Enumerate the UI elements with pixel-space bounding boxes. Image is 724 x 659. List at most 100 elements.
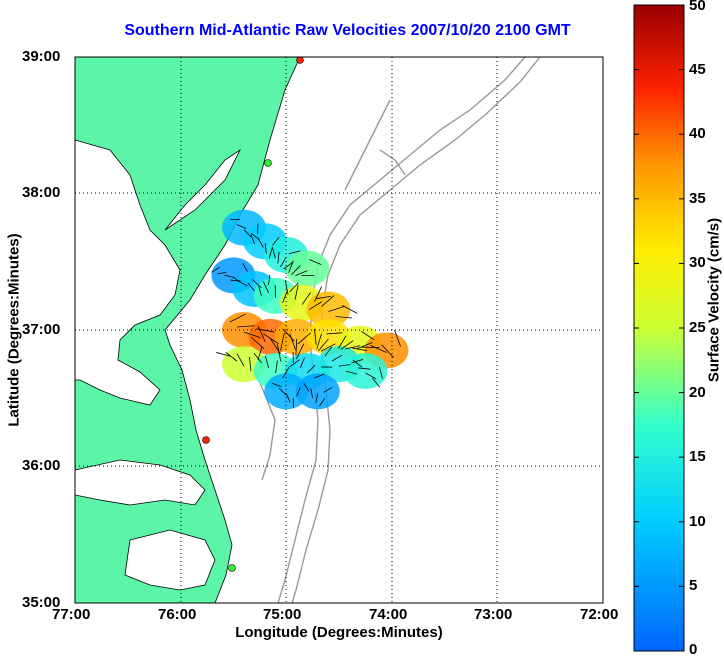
velocity-arrow [257, 346, 263, 361]
y-tick-label: 36:00 [22, 457, 61, 474]
x-tick-label: 76:00 [158, 606, 197, 623]
velocity-arrow [278, 388, 287, 396]
velocity-arrow [275, 360, 278, 374]
velocity-arrow [282, 328, 295, 342]
velocity-arrow [379, 366, 383, 379]
chart-title: Southern Mid-Atlantic Raw Velocities 200… [124, 22, 571, 39]
y-tick-label: 39:00 [22, 48, 61, 65]
velocity-arrow [326, 332, 343, 335]
colorbar-ticks [634, 4, 684, 652]
velocity-arrow [258, 286, 262, 297]
x-axis-label: Longitude (Degrees:Minutes) [235, 624, 443, 641]
velocity-arrow [315, 295, 331, 300]
velocity-arrow [295, 338, 298, 356]
colorbar [633, 4, 685, 652]
velocity-arrow [243, 331, 261, 339]
velocity-cell [306, 291, 351, 328]
velocity-arrow [321, 343, 336, 352]
velocity-arrow [310, 388, 313, 398]
velocity-arrow [236, 325, 255, 328]
velocity-arrow [236, 224, 247, 229]
velocity-arrow [268, 274, 271, 286]
velocity-arrow [238, 280, 248, 287]
velocity-arrow [301, 292, 311, 305]
axes-frame [74, 56, 604, 604]
velocity-arrow [345, 345, 361, 350]
velocity-arrow [250, 234, 255, 245]
velocity-arrow [243, 229, 252, 238]
velocity-arrow [288, 260, 294, 273]
grid-lines [75, 57, 603, 603]
velocity-arrow [338, 335, 347, 349]
velocity-arrow [328, 305, 345, 312]
velocity-arrow [361, 331, 375, 340]
velocity-arrow [229, 313, 246, 323]
velocity-arrow [272, 237, 280, 246]
station-marker [202, 436, 210, 444]
velocity-arrow [323, 387, 333, 393]
velocity-arrow [351, 359, 363, 364]
velocity-arrow [282, 367, 290, 379]
colorbar-tick-label: 25 [689, 319, 706, 336]
velocity-arrow [297, 332, 312, 345]
station-marker [228, 564, 236, 572]
velocity-arrow [224, 274, 234, 278]
x-tick-label: 73:00 [474, 606, 513, 623]
velocity-arrow [283, 261, 294, 270]
velocity-arrow [299, 357, 305, 369]
velocity-arrow [288, 250, 301, 255]
velocity-arrow [352, 359, 363, 368]
velocity-arrow [249, 356, 252, 372]
velocity-arrow [381, 344, 394, 358]
velocity-arrow [225, 352, 238, 362]
velocity-arrow [309, 259, 322, 265]
velocity-arrow [242, 263, 248, 272]
velocity-arrow [296, 387, 301, 397]
velocity-arrow [262, 281, 270, 294]
velocity-arrow [291, 265, 301, 276]
colorbar-tick-label: 35 [689, 189, 706, 207]
velocity-arrow [211, 267, 220, 273]
colorbar-tick-label: 0 [689, 641, 698, 658]
y-tick-label: 37:00 [22, 321, 61, 338]
y-axis-label: Latitude (Degrees:Minutes) [5, 233, 23, 427]
velocity-arrow [256, 328, 275, 333]
velocity-arrow [316, 333, 322, 350]
x-tick-label: 75:00 [263, 606, 302, 623]
colorbar-tick-label: 20 [689, 383, 706, 401]
velocity-arrow [265, 355, 270, 369]
velocity-arrow [236, 353, 245, 367]
chesapeake-bay [75, 139, 242, 406]
velocity-arrow [289, 359, 300, 368]
velocity-arrow [216, 352, 231, 357]
velocity-cell [285, 250, 330, 287]
velocity-arrow [342, 305, 358, 314]
colorbar-tick-label: 10 [689, 512, 706, 530]
velocity-arrow [331, 354, 343, 362]
velocity-arrow [315, 393, 319, 403]
albemarle-sound [75, 459, 216, 591]
velocity-arrow [285, 393, 291, 403]
velocity-arrow [263, 333, 279, 344]
velocity-arrow [230, 279, 241, 282]
velocity-arrow [314, 328, 317, 345]
colorbar-tick-label: 40 [689, 125, 706, 143]
velocity-arrow [268, 248, 273, 259]
velocity-arrow [318, 398, 326, 407]
station-marker [264, 159, 272, 167]
velocity-arrow [257, 238, 264, 248]
velocity-arrow [317, 338, 329, 352]
velocity-arrow [289, 282, 299, 293]
velocity-arrow [247, 282, 255, 292]
velocity-arrow [356, 342, 373, 350]
y-tick-label: 35:00 [22, 594, 61, 611]
velocity-arrow [303, 383, 310, 392]
velocity-arrow [295, 343, 305, 360]
velocity-arrow [277, 251, 280, 264]
velocity-arrow [365, 372, 377, 380]
velocity-arrow [264, 243, 267, 254]
velocity-arrow [279, 256, 287, 268]
velocity-arrow [276, 343, 282, 362]
velocity-arrow [257, 325, 266, 343]
station-marker [296, 57, 304, 64]
